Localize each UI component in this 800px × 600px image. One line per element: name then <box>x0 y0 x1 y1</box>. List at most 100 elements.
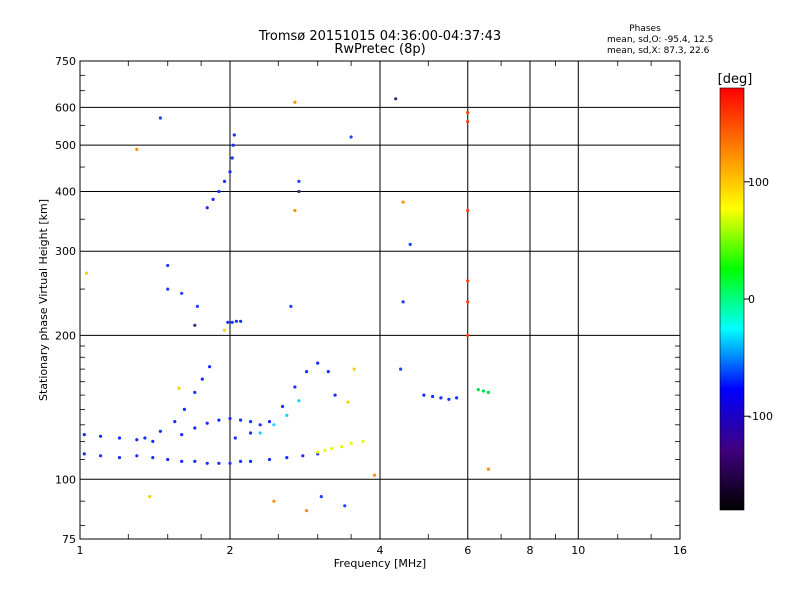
data-point <box>293 208 297 213</box>
colorbar <box>719 87 745 511</box>
data-point <box>217 461 221 465</box>
data-point <box>323 448 327 452</box>
x-axis-label: Frequency [MHz] <box>334 557 426 570</box>
data-point <box>182 407 186 411</box>
colorbar-label: [deg] <box>718 72 753 87</box>
data-point <box>193 390 197 394</box>
y-axis-ticks: 75 100 200 300 400 500 600 750 <box>55 55 76 546</box>
data-point <box>228 461 232 465</box>
data-point <box>232 133 236 137</box>
data-point <box>158 429 162 433</box>
data-point <box>401 200 405 204</box>
data-point <box>349 135 353 139</box>
data-point <box>151 456 155 460</box>
data-point <box>361 439 365 443</box>
data-point <box>439 396 443 400</box>
data-point <box>267 420 272 424</box>
y-tick-label: 100 <box>55 473 76 486</box>
data-point <box>239 418 243 422</box>
data-point <box>234 319 238 323</box>
data-point <box>486 467 490 471</box>
data-point <box>297 189 301 194</box>
data-point <box>297 399 301 403</box>
data-point <box>239 459 243 463</box>
y-tick-label: 500 <box>55 139 76 152</box>
data-point <box>193 459 197 463</box>
data-point <box>99 434 103 438</box>
data-point <box>431 394 435 399</box>
data-point <box>466 111 470 115</box>
data-point <box>173 420 177 424</box>
data-point <box>117 436 122 440</box>
data-point <box>316 361 320 365</box>
data-point <box>476 388 480 392</box>
data-point <box>158 116 162 120</box>
data-point <box>272 423 276 427</box>
data-point <box>447 397 451 401</box>
data-point <box>151 439 155 443</box>
data-point <box>301 454 305 458</box>
stats-line-x: mean, sd,X: 87.3, 22.6 <box>607 46 710 56</box>
data-point <box>193 323 197 327</box>
data-point <box>226 320 230 324</box>
y-tick-label: 750 <box>55 55 76 68</box>
data-point <box>466 208 470 213</box>
colorbar-ticks: 100 0 -100 <box>744 176 773 423</box>
data-point <box>333 393 337 397</box>
colorbar-tick-label: 100 <box>748 176 769 189</box>
data-point <box>166 263 170 268</box>
data-point <box>99 454 103 458</box>
x-tick-label: 8 <box>527 544 534 557</box>
y-tick-label: 75 <box>62 533 76 546</box>
chart-title: Tromsø 20151015 04:36:00-04:37:43 <box>258 29 501 44</box>
data-point <box>394 97 398 101</box>
data-point <box>135 438 139 442</box>
data-point <box>148 495 152 499</box>
y-tick-label: 600 <box>55 101 76 114</box>
data-point <box>372 473 377 477</box>
data-point <box>135 454 139 458</box>
data-point <box>117 456 122 460</box>
data-point <box>217 189 221 194</box>
data-point <box>408 242 412 246</box>
data-point <box>135 147 139 151</box>
data-point <box>281 404 285 409</box>
data-point <box>239 319 243 323</box>
data-point <box>230 156 234 160</box>
data-point <box>330 446 334 451</box>
data-point <box>305 370 309 374</box>
grid-lines <box>80 61 680 539</box>
data-point <box>340 445 344 449</box>
data-point <box>180 433 184 437</box>
y-tick-label: 200 <box>55 329 76 342</box>
stats-heading: Phases <box>629 24 661 34</box>
data-point <box>193 426 197 430</box>
data-point <box>249 431 253 435</box>
chart-subtitle: RwPretec (8p) <box>334 42 425 57</box>
data-point <box>166 287 170 291</box>
data-point <box>293 100 297 104</box>
data-point <box>466 279 470 283</box>
data-point <box>466 300 470 304</box>
data-point <box>230 320 234 324</box>
data-point <box>297 179 301 183</box>
data-point <box>217 418 221 422</box>
data-point <box>177 386 181 390</box>
data-point <box>422 393 426 397</box>
data-point <box>343 504 347 508</box>
data-point <box>352 367 356 371</box>
data-point <box>205 421 209 425</box>
data-point <box>258 431 262 435</box>
data-point <box>205 206 209 210</box>
data-point <box>316 450 320 454</box>
data-point <box>249 459 253 463</box>
data-point <box>195 304 199 308</box>
data-point <box>305 509 309 513</box>
colorbar-tick-label: 0 <box>748 293 755 306</box>
data-point <box>200 377 204 381</box>
data-point <box>267 457 272 462</box>
data-point <box>180 459 184 463</box>
data-point <box>228 170 232 174</box>
data-point <box>249 420 253 424</box>
data-point <box>222 179 227 183</box>
